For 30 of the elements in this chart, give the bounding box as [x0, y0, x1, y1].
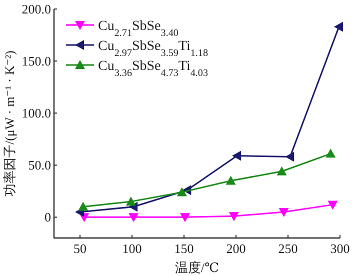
- point: [334, 22, 343, 32]
- x-tick-label: 50: [74, 241, 86, 256]
- x-tick-label: 100: [122, 241, 142, 256]
- point: [126, 196, 136, 206]
- point: [78, 202, 88, 211]
- x-axis-title: 温度/℃: [174, 260, 220, 275]
- x-tick-label: 150: [174, 241, 194, 256]
- point: [180, 213, 190, 222]
- point: [276, 166, 287, 176]
- x-tick-label: 200: [226, 241, 246, 256]
- y-tick-label: 150.0: [22, 54, 51, 69]
- point: [228, 212, 239, 222]
- x-tick-label: 300: [330, 241, 350, 256]
- point: [278, 208, 289, 217]
- legend-label: Cu$_{3.36}$SbSe$_{4.73}$Ti$_{4.03}$: [98, 59, 208, 78]
- legend-label: Cu$_{2.97}$SbSe$_{3.59}$Ti$_{1.18}$: [98, 39, 208, 58]
- point: [128, 213, 139, 222]
- point: [232, 150, 242, 161]
- point: [285, 152, 294, 162]
- point: [176, 187, 187, 196]
- y-axis-title: 功率因子/(μW · m⁻¹ · K⁻²): [2, 50, 17, 196]
- y-tick-label: 100.0: [22, 106, 51, 121]
- y-tick-label: 0: [44, 210, 51, 225]
- y-tick-label: 200.0: [22, 2, 51, 16]
- point: [328, 200, 338, 210]
- legend-label: Cu$_{2.71}$SbSe$_{3.40}$: [98, 19, 178, 38]
- x-tick-label: 250: [278, 241, 298, 256]
- point: [326, 148, 336, 158]
- y-tick-label: 50.0: [28, 158, 51, 173]
- point: [226, 176, 236, 185]
